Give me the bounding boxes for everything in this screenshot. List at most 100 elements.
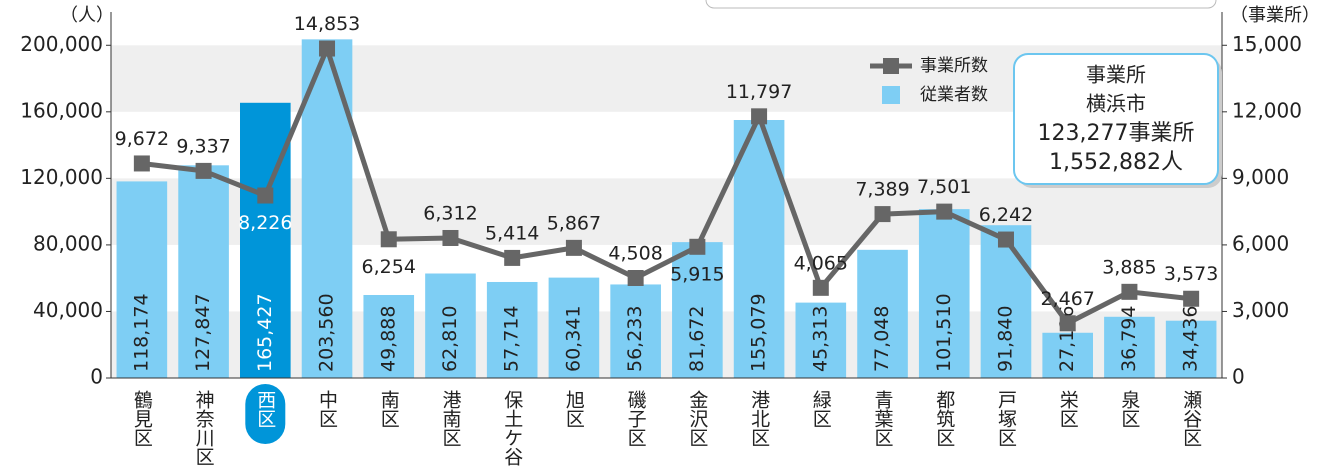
line-marker [812, 279, 829, 296]
y2-tick-label: 12,000 [1232, 98, 1302, 122]
x-tick-label: 緑区 [810, 390, 832, 428]
line-marker [936, 203, 953, 220]
bar-value-label: 62,810 [439, 306, 461, 372]
y-tick-label: 80,000 [33, 231, 103, 255]
bar [672, 242, 723, 378]
summary-line: 横浜市 [1086, 92, 1146, 116]
bar-value-label: 60,341 [562, 306, 584, 372]
line-value-label: 5,867 [547, 212, 601, 234]
y2-tick-label: 15,000 [1232, 32, 1302, 56]
bar [363, 295, 415, 378]
bar [116, 181, 168, 378]
line-marker [689, 238, 706, 255]
summary-line: 123,277事業所 [1038, 121, 1195, 146]
line-marker [1059, 315, 1076, 332]
bar-value-label: 81,672 [686, 306, 708, 372]
line-marker [133, 155, 150, 172]
bar-value-label: 165,427 [254, 293, 276, 372]
line-marker [1183, 290, 1200, 307]
line-marker [565, 239, 582, 256]
y2-tick-label: 6,000 [1232, 231, 1289, 255]
legend-marker [883, 58, 899, 74]
legend-label: 従業者数 [920, 85, 988, 105]
y-axis-label: （人） [60, 5, 114, 26]
line-value-label: 5,414 [485, 222, 539, 244]
bar [486, 281, 538, 378]
line-value-label: 4,065 [794, 252, 848, 274]
x-tick-label: 保土ケ谷区 [501, 390, 523, 466]
x-tick-label: 旭区 [563, 390, 585, 428]
line-value-label: 9,672 [115, 128, 169, 150]
line-value-label: 2,467 [1040, 288, 1094, 310]
x-tick-label: 港北区 [748, 390, 770, 447]
line-value-label: 4,508 [608, 243, 662, 265]
bar-value-label: 56,233 [624, 306, 646, 372]
line-marker [504, 249, 521, 266]
bar-value-label: 34,436 [1180, 306, 1202, 372]
x-tick-label: 金沢区 [686, 390, 708, 447]
bar [239, 102, 291, 379]
x-tick-label: 栄区 [1057, 390, 1079, 428]
line-value-label: 7,389 [855, 179, 909, 201]
x-tick-label: 西区 [254, 390, 276, 428]
line-marker [1121, 283, 1138, 300]
bar [1165, 320, 1217, 378]
line-marker [627, 270, 644, 287]
legend-label: 事業所数 [920, 56, 988, 76]
y2-axis-label: （事業所） [1230, 5, 1320, 26]
line-marker [195, 162, 212, 179]
bar-value-label: 155,079 [748, 293, 770, 372]
y-tick-label: 160,000 [20, 98, 103, 122]
bar [548, 277, 600, 378]
bar [1104, 316, 1155, 378]
bar [857, 249, 908, 378]
bar-value-label: 57,714 [501, 306, 523, 372]
line-value-label: 6,242 [979, 204, 1033, 226]
bar-value-label: 91,840 [994, 306, 1016, 372]
x-tick-label: 神奈川区 [193, 390, 215, 466]
x-tick-label: 戸塚区 [995, 390, 1017, 447]
line-marker [257, 187, 274, 204]
bar-value-label: 127,847 [192, 293, 214, 372]
line-value-label: 6,254 [362, 256, 416, 278]
x-tick-label: 青葉区 [872, 390, 894, 447]
y-tick-label: 40,000 [33, 298, 103, 322]
category-highlight [245, 384, 286, 444]
line-marker [380, 231, 397, 248]
line-marker [319, 40, 336, 57]
x-tick-label: 南区 [378, 390, 400, 428]
bar [178, 165, 229, 378]
legend-swatch [882, 86, 900, 104]
bar-value-label: 118,174 [130, 293, 152, 372]
line-value-label: 5,915 [670, 263, 724, 285]
x-tick-label: 鶴見区 [131, 390, 153, 447]
line-marker [997, 231, 1014, 248]
bar-value-label: 203,560 [316, 293, 338, 372]
bar [918, 209, 970, 378]
x-tick-label: 瀬谷区 [1180, 390, 1202, 447]
line-value-label: 14,853 [294, 13, 360, 35]
x-tick-label: 港南区 [439, 390, 461, 447]
line-marker [442, 229, 459, 246]
bar [610, 284, 661, 378]
y2-tick-label: 3,000 [1232, 298, 1289, 322]
x-tick-label: 中区 [316, 390, 338, 428]
bar-value-label: 101,510 [933, 293, 955, 372]
x-tick-label: 都筑区 [933, 390, 955, 447]
bar-value-label: 45,313 [809, 306, 831, 372]
x-tick-label: 泉区 [1118, 390, 1140, 428]
bar [1042, 332, 1094, 378]
bar-value-label: 49,888 [377, 306, 399, 372]
line-marker [874, 206, 891, 223]
line-value-label: 8,226 [238, 212, 292, 234]
cut-off-box [705, 0, 1217, 9]
y-tick-label: 0 [90, 365, 103, 389]
bar [425, 273, 476, 378]
bar [980, 225, 1032, 378]
y-tick-label: 120,000 [20, 165, 103, 189]
grid-band [111, 178, 1222, 245]
bar [795, 302, 847, 378]
y-tick-label: 200,000 [20, 32, 103, 56]
line-value-label: 3,885 [1102, 256, 1156, 278]
x-tick-label: 磯子区 [625, 390, 647, 447]
